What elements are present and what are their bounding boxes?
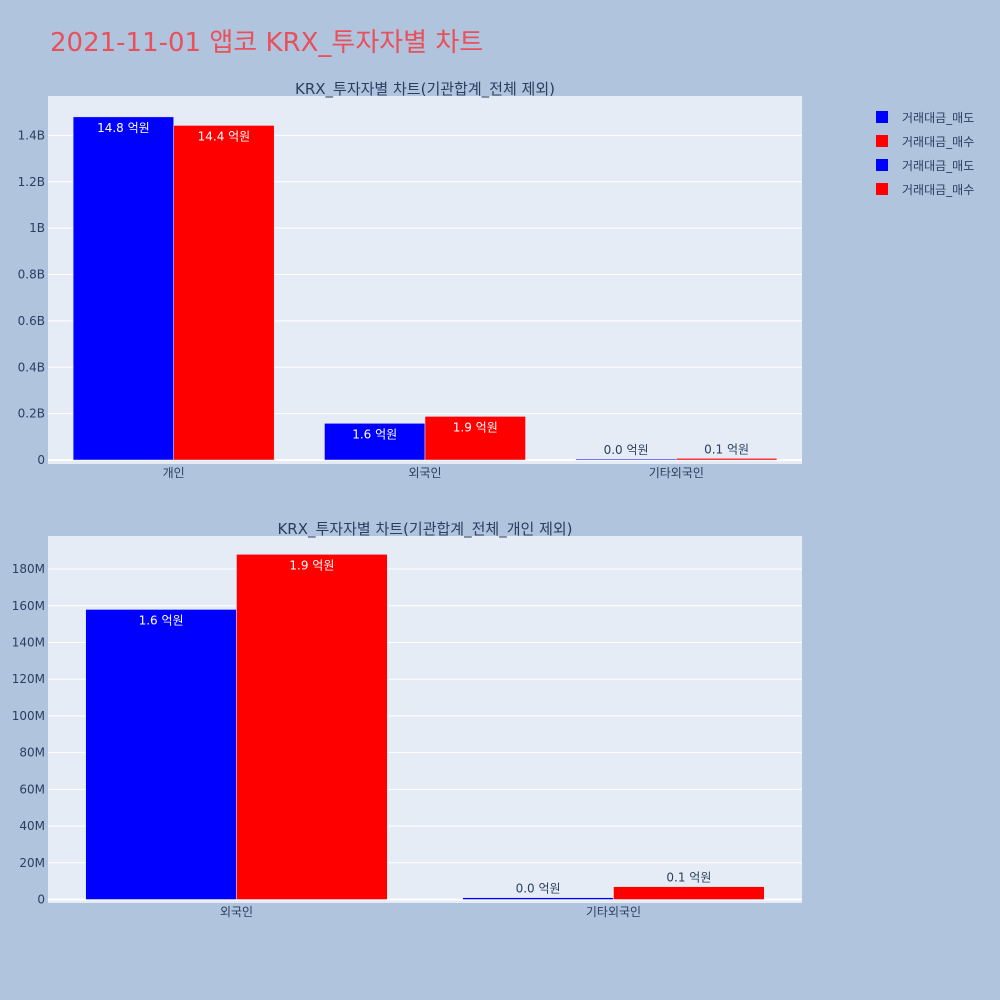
- legend-item-buy-2[interactable]: 거래대금_매수: [876, 177, 974, 201]
- y-tick-label: 120M: [12, 672, 45, 686]
- bar: [424, 416, 526, 461]
- y-tick-label: 100M: [12, 709, 45, 723]
- data-label: 14.8 억원: [97, 121, 150, 135]
- data-label: 1.9 억원: [289, 558, 334, 572]
- legend-swatch-buy-1: [876, 135, 888, 147]
- y-tick-label: 20M: [19, 856, 45, 870]
- data-label: 0.0 억원: [516, 882, 561, 896]
- legend-item-buy-1[interactable]: 거래대금_매수: [876, 129, 974, 153]
- data-label: 0.1 억원: [704, 442, 749, 456]
- y-tick-label: 0: [37, 453, 45, 467]
- legend-item-sell-1[interactable]: 거래대금_매도: [876, 105, 974, 129]
- bar: [72, 116, 174, 461]
- legend-item-sell-2[interactable]: 거래대금_매도: [876, 153, 974, 177]
- bar: [85, 609, 237, 900]
- x-tick-label: 외국인: [220, 905, 253, 919]
- x-tick-label: 개인: [163, 466, 185, 480]
- x-tick-label: 외국인: [408, 466, 441, 480]
- chart-title-2: KRX_투자자별 차트(기관합계_전체_개인 제외): [277, 520, 572, 539]
- y-tick-label: 60M: [19, 782, 45, 796]
- y-tick-label: 160M: [12, 599, 45, 613]
- y-tick-label: 1.2B: [18, 175, 45, 189]
- bar: [462, 897, 614, 900]
- data-label: 14.4 억원: [198, 129, 251, 143]
- y-tick-label: 180M: [12, 562, 45, 576]
- page-title: 2021-11-01 앱코 KRX_투자자별 차트: [50, 28, 484, 58]
- bar: [613, 886, 765, 900]
- data-label: 1.6 억원: [352, 427, 397, 441]
- y-tick-label: 0.6B: [18, 314, 45, 328]
- legend[interactable]: 거래대금_매도 거래대금_매수 거래대금_매도 거래대금_매수: [876, 105, 974, 201]
- y-tick-label: 1B: [29, 221, 45, 235]
- chart-title-1: KRX_투자자별 차트(기관합계_전체 제외): [295, 80, 555, 99]
- bar: [575, 458, 677, 461]
- x-tick-label: 기타외국인: [649, 466, 704, 480]
- y-tick-label: 80M: [19, 746, 45, 760]
- bar: [236, 554, 388, 900]
- legend-label-sell-1: 거래대금_매도: [902, 110, 975, 125]
- data-label: 1.9 억원: [453, 420, 498, 434]
- y-tick-label: 140M: [12, 635, 45, 649]
- bar: [676, 458, 778, 461]
- legend-label-buy-1: 거래대금_매수: [902, 134, 975, 149]
- legend-swatch-buy-2: [876, 183, 888, 195]
- y-tick-label: 0.4B: [18, 360, 45, 374]
- x-tick-label: 기타외국인: [586, 905, 641, 919]
- legend-label-sell-2: 거래대금_매도: [902, 158, 975, 173]
- y-tick-label: 40M: [19, 819, 45, 833]
- y-tick-label: 1.4B: [18, 128, 45, 142]
- y-tick-label: 0.8B: [18, 268, 45, 282]
- data-label: 0.1 억원: [666, 871, 711, 885]
- y-tick-label: 0: [37, 893, 45, 907]
- legend-swatch-sell-1: [876, 111, 888, 123]
- data-label: 0.0 억원: [604, 443, 649, 457]
- bar: [173, 125, 275, 461]
- y-tick-label: 0.2B: [18, 407, 45, 421]
- legend-label-buy-2: 거래대금_매수: [902, 182, 975, 197]
- legend-swatch-sell-2: [876, 159, 888, 171]
- data-label: 1.6 억원: [139, 613, 184, 627]
